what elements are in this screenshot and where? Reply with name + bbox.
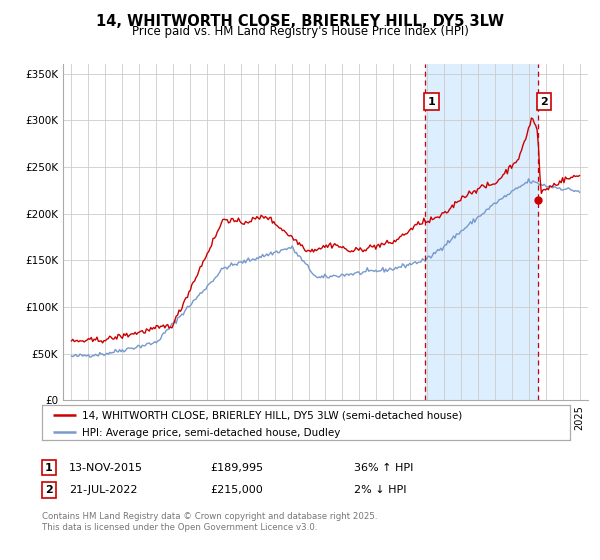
Text: 21-JUL-2022: 21-JUL-2022 — [69, 485, 137, 495]
Text: HPI: Average price, semi-detached house, Dudley: HPI: Average price, semi-detached house,… — [82, 428, 340, 438]
Text: 2% ↓ HPI: 2% ↓ HPI — [354, 485, 407, 495]
Text: 13-NOV-2015: 13-NOV-2015 — [69, 463, 143, 473]
Text: £215,000: £215,000 — [210, 485, 263, 495]
Text: 36% ↑ HPI: 36% ↑ HPI — [354, 463, 413, 473]
Text: Contains HM Land Registry data © Crown copyright and database right 2025.
This d: Contains HM Land Registry data © Crown c… — [42, 512, 377, 532]
Text: 2: 2 — [541, 97, 548, 107]
Bar — [425, 64, 538, 400]
Text: 1: 1 — [427, 97, 435, 107]
Text: £189,995: £189,995 — [210, 463, 263, 473]
Text: 1: 1 — [45, 463, 53, 473]
Text: 2: 2 — [45, 485, 53, 495]
Text: Price paid vs. HM Land Registry's House Price Index (HPI): Price paid vs. HM Land Registry's House … — [131, 25, 469, 38]
Text: 14, WHITWORTH CLOSE, BRIERLEY HILL, DY5 3LW: 14, WHITWORTH CLOSE, BRIERLEY HILL, DY5 … — [96, 14, 504, 29]
Text: 14, WHITWORTH CLOSE, BRIERLEY HILL, DY5 3LW (semi-detached house): 14, WHITWORTH CLOSE, BRIERLEY HILL, DY5 … — [82, 410, 462, 421]
